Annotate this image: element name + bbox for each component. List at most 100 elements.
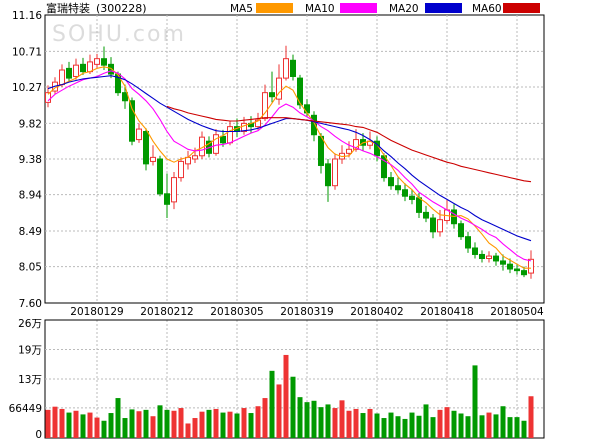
volume-bar <box>402 418 408 438</box>
candle-body <box>388 177 394 187</box>
volume-bar <box>136 411 142 438</box>
x-tick-label: 20180319 <box>280 306 333 318</box>
candle-body <box>402 189 408 197</box>
volume-bars <box>45 354 534 438</box>
candle-body <box>150 156 156 162</box>
volume-bar <box>381 418 387 438</box>
candle-body <box>108 63 114 75</box>
candle-body <box>101 58 107 66</box>
volume-y-tick: 66449 <box>9 403 42 415</box>
volume-y-tick: 13万 <box>18 374 42 386</box>
candle-body <box>59 69 65 86</box>
volume-bar <box>52 406 58 438</box>
candle-body <box>192 155 198 160</box>
candle-body <box>472 247 478 255</box>
candle-body <box>437 219 443 233</box>
candle-body <box>94 58 100 65</box>
volume-bar <box>521 420 527 438</box>
ma-line-ma60 <box>166 105 532 183</box>
volume-bar <box>73 410 79 438</box>
candle-body <box>45 92 51 103</box>
candle-body <box>66 67 72 79</box>
candle-body <box>241 122 247 132</box>
volume-bar <box>318 407 324 438</box>
volume-bar <box>59 408 65 438</box>
x-tick-label: 20180402 <box>350 306 403 318</box>
volume-bar <box>234 413 240 438</box>
volume-bar <box>416 415 422 438</box>
candle-body <box>325 163 331 187</box>
volume-bar <box>297 397 303 438</box>
volume-bar <box>465 416 471 438</box>
volume-bar <box>437 409 443 438</box>
candle-body <box>430 217 436 233</box>
volume-bar <box>479 415 485 438</box>
volume-bar <box>325 404 331 438</box>
volume-y-tick: 26万 <box>18 318 42 330</box>
candle-body <box>171 177 177 203</box>
candle-body <box>136 128 142 141</box>
volume-bar <box>227 411 233 438</box>
ma-line-ma5 <box>47 66 531 269</box>
x-tick-label: 20180504 <box>490 306 544 318</box>
volume-bar <box>241 408 247 438</box>
volume-bar <box>360 413 366 438</box>
candle-body <box>395 185 401 191</box>
candle-body <box>353 139 359 150</box>
candle-body <box>213 134 219 154</box>
volume-bar <box>178 408 184 438</box>
candle-body <box>290 59 296 77</box>
candle-body <box>178 160 184 179</box>
volume-bar <box>507 417 513 438</box>
x-axis: 20180129 20180212 20180305 20180319 20180402… <box>70 306 544 318</box>
volume-bar <box>444 407 450 438</box>
volume-bar <box>150 416 156 438</box>
volume-bar <box>451 410 457 438</box>
volume-bar <box>185 423 191 438</box>
volume-bar <box>332 408 338 438</box>
legend-ma60-label: MA60 <box>472 3 502 15</box>
candle-body <box>73 64 79 77</box>
candle-body <box>157 158 163 195</box>
legend-ma20-swatch <box>425 3 462 13</box>
volume-bar <box>276 384 282 438</box>
volume-bar <box>493 414 499 438</box>
x-tick-label: 20180212 <box>140 306 193 318</box>
price-y-tick: 7.60 <box>19 298 42 310</box>
candle-body <box>129 100 135 142</box>
volume-bar <box>514 417 520 438</box>
x-tick-label: 20180305 <box>210 306 263 318</box>
volume-bar <box>346 410 352 438</box>
legend-ma60-swatch <box>503 3 540 13</box>
price-y-tick: 8.49 <box>19 226 42 238</box>
price-y-tick: 8.94 <box>19 190 43 202</box>
legend-ma10-swatch <box>340 3 377 13</box>
volume-bar <box>367 408 373 438</box>
volume-bar <box>290 376 296 438</box>
volume-bar <box>171 410 177 438</box>
candle-body <box>514 268 520 272</box>
legend-ma5-label: MA5 <box>230 3 253 15</box>
volume-bar <box>472 365 478 438</box>
legend-ma10-label: MA10 <box>305 3 335 15</box>
volume-bar <box>269 370 275 438</box>
candle-body <box>528 258 534 274</box>
volume-bar <box>122 418 128 438</box>
legend: MA5 MA10 MA20 MA60 <box>230 3 540 15</box>
candle-body <box>423 211 429 219</box>
volume-bar <box>339 400 345 438</box>
candle-body <box>521 270 527 276</box>
volume-bar <box>129 409 135 438</box>
candle-body <box>115 73 121 94</box>
watermark: SOHU.com <box>52 22 186 47</box>
volume-bar <box>458 413 464 438</box>
volume-bar <box>94 417 100 438</box>
volume-bar <box>66 412 72 438</box>
candle-body <box>479 253 485 260</box>
price-y-tick: 9.82 <box>19 118 42 130</box>
candle-body <box>465 236 471 249</box>
volume-bar <box>430 417 436 438</box>
volume-bar <box>157 405 163 438</box>
candle-body <box>164 193 170 205</box>
